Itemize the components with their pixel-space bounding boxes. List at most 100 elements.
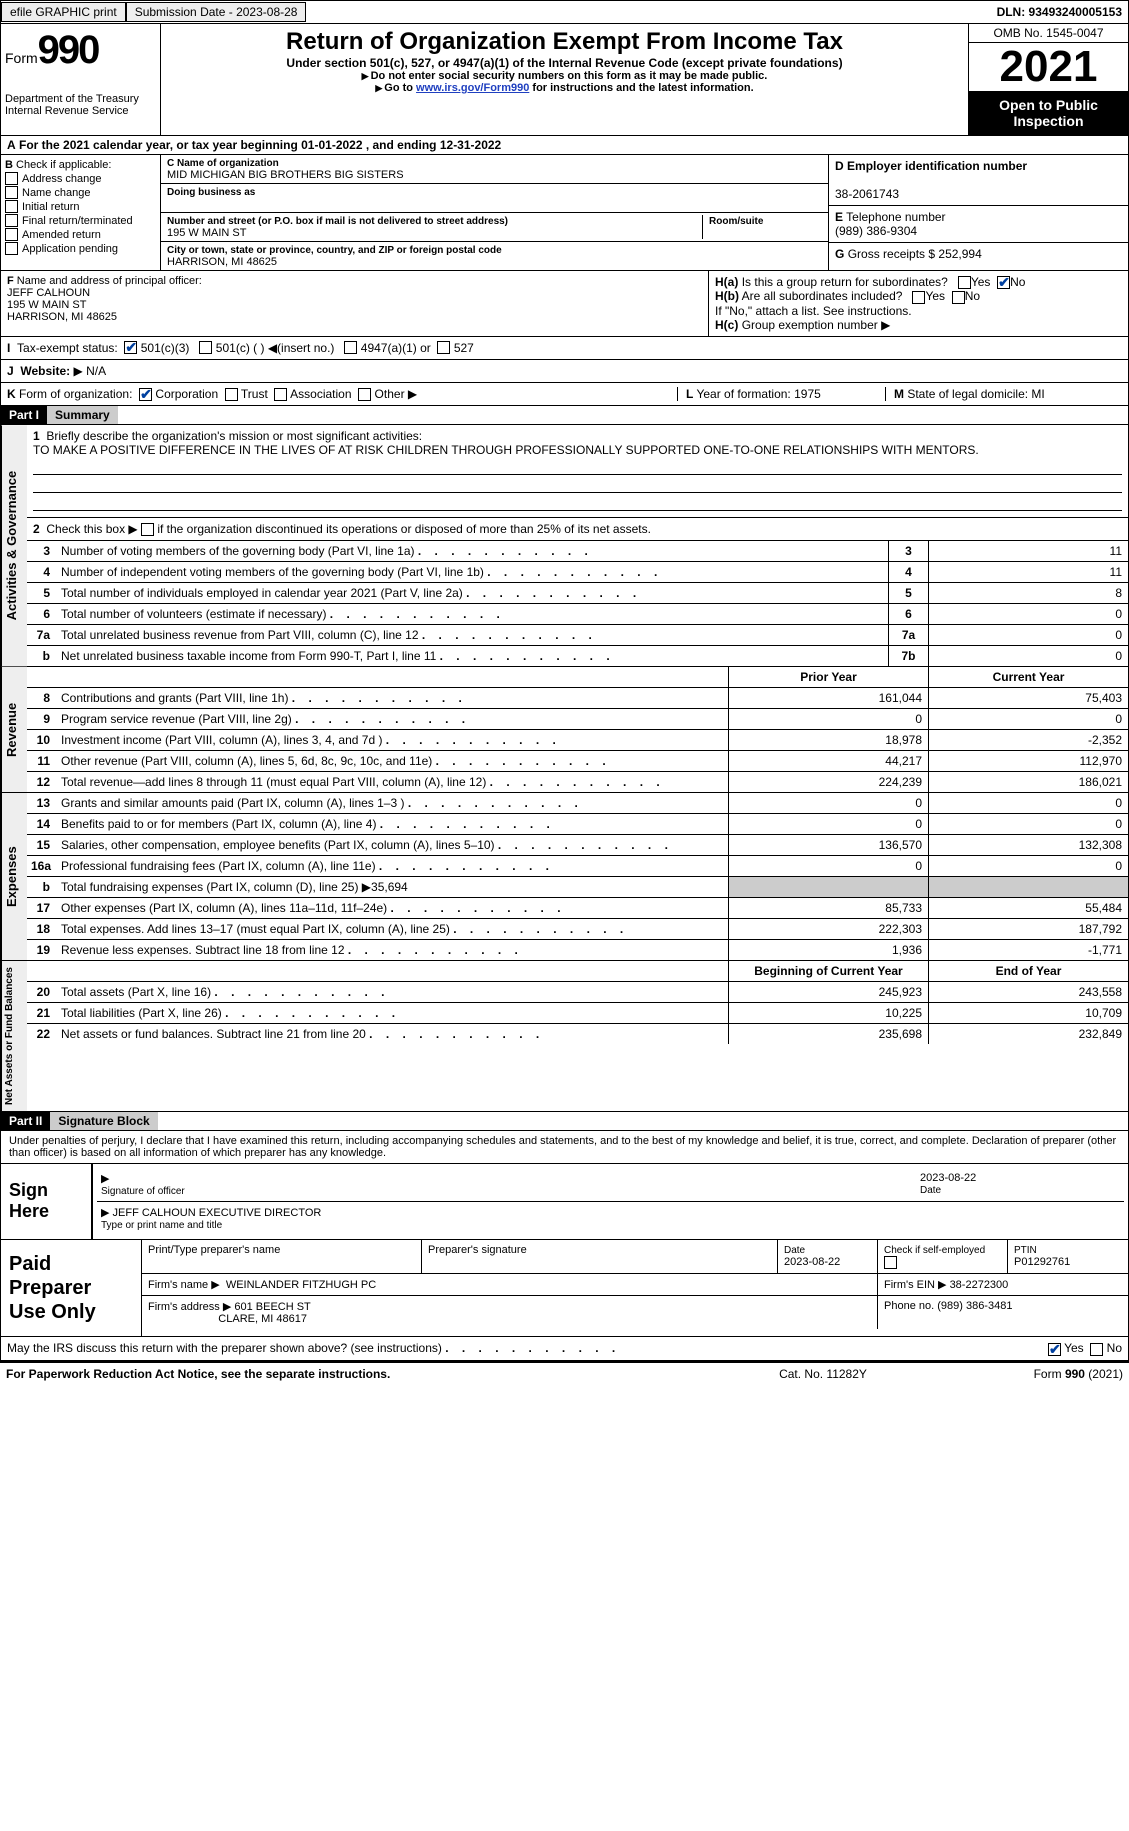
trust-label: Trust [241,387,268,401]
corp-label: Corporation [155,387,218,401]
box-c: C Name of organization MID MICHIGAN BIG … [161,155,828,270]
form-number: 990 [38,28,99,72]
table-row: bTotal fundraising expenses (Part IX, co… [27,877,1128,898]
527-checkbox[interactable] [437,341,450,354]
org-address: 195 W MAIN ST [167,227,246,239]
self-emp-checkbox[interactable] [884,1256,897,1269]
boy-hdr: Beginning of Current Year [728,961,928,981]
hb-text: Are all subordinates included? [742,289,903,303]
form-title: Return of Organization Exempt From Incom… [165,28,964,56]
ha-yes-checkbox[interactable] [958,276,971,289]
4947-label: 4947(a)(1) or [361,341,431,355]
calendar-year-line: A For the 2021 calendar year, or tax yea… [0,136,1129,155]
final-return-checkbox[interactable] [5,214,18,227]
ha-no: No [1010,275,1025,289]
discuss-no-checkbox[interactable] [1090,1343,1103,1356]
letter-i: I [7,341,10,355]
dept-treasury: Department of the Treasury [5,93,156,105]
ein-value: 38-2061743 [835,187,899,201]
header-mid: Return of Organization Exempt From Incom… [161,24,968,135]
tax-exempt-label: Tax-exempt status: [17,341,118,355]
dba-label: Doing business as [167,187,255,198]
firm-phone: (989) 386-3481 [937,1300,1012,1312]
letter-a: A [7,138,16,152]
ein-label: Employer identification number [847,159,1027,173]
other-checkbox[interactable] [358,388,371,401]
prior-year-hdr: Prior Year [728,667,928,687]
name-change-label: Name change [22,187,91,199]
discuss-text: May the IRS discuss this return with the… [7,1341,442,1355]
letter-d: D [835,159,844,173]
4947-checkbox[interactable] [344,341,357,354]
net-tab: Net Assets or Fund Balances [1,961,27,1111]
part2-badge: Part II [1,1112,50,1130]
firm-label: Firm's name ▶ [148,1279,220,1291]
letter-f: F [7,275,14,287]
name-change-checkbox[interactable] [5,186,18,199]
submission-date-button[interactable]: Submission Date - 2023-08-28 [126,2,307,22]
firm-ein-label: Firm's EIN ▶ [884,1279,947,1291]
city-label: City or town, state or province, country… [167,245,502,256]
discontinued-checkbox[interactable] [141,523,154,536]
calendar-year-text: For the 2021 calendar year, or tax year … [19,138,501,152]
letter-l: L [686,387,693,401]
header-right: OMB No. 1545-0047 2021 Open to Public In… [968,24,1128,135]
amended-return-label: Amended return [22,229,101,241]
initial-return-checkbox[interactable] [5,200,18,213]
net-section: Net Assets or Fund Balances Beginning of… [0,961,1129,1112]
tax-year: 2021 [969,43,1128,91]
corp-checkbox[interactable] [139,388,152,401]
tax-exempt-row: I Tax-exempt status: 501(c)(3) 501(c) ( … [0,337,1129,360]
table-row: bNet unrelated business taxable income f… [27,646,1128,666]
line2-post: if the organization discontinued its ope… [157,522,651,536]
exp-section: Expenses 13Grants and similar amounts pa… [0,793,1129,961]
gross-value: 252,994 [938,247,981,261]
527-label: 527 [454,341,474,355]
part2-header-row: Part II Signature Block [0,1112,1129,1131]
net-body: Beginning of Current Year End of Year 20… [27,961,1128,1111]
letter-g: G [835,247,844,261]
box-h: H(a) Is this a group return for subordin… [708,271,1128,336]
amended-return-checkbox[interactable] [5,228,18,241]
hb-no-checkbox[interactable] [952,291,965,304]
table-row: 11Other revenue (Part VIII, column (A), … [27,751,1128,772]
part1-badge: Part I [1,406,47,424]
sig-officer-label: Signature of officer [101,1186,185,1197]
year-form-value: 1975 [794,387,821,401]
501c-checkbox[interactable] [199,341,212,354]
efile-print-button[interactable]: efile GRAPHIC print [1,2,126,22]
firm-addr1: 601 BEECH ST [234,1301,310,1313]
part1-header-row: Part I Summary [0,406,1129,425]
assoc-checkbox[interactable] [274,388,287,401]
curr-year-hdr: Current Year [928,667,1128,687]
part1-title: Summary [47,406,118,424]
app-pending-checkbox[interactable] [5,242,18,255]
org-city: HARRISON, MI 48625 [167,256,277,268]
mission-label: Briefly describe the organization's miss… [46,429,422,443]
hc-text: Group exemption number [742,318,878,332]
table-row: 6Total number of volunteers (estimate if… [27,604,1128,625]
table-row: 21Total liabilities (Part X, line 26)10,… [27,1003,1128,1024]
box-f: F Name and address of principal officer:… [1,271,708,336]
irs-link[interactable]: www.irs.gov/Form990 [416,82,529,94]
firm-addr2: CLARE, MI 48617 [218,1313,307,1325]
discuss-yes-checkbox[interactable] [1048,1343,1061,1356]
officer-label: Name and address of principal officer: [17,275,202,287]
501c3-checkbox[interactable] [124,341,137,354]
trust-checkbox[interactable] [225,388,238,401]
gov-body: 1 Briefly describe the organization's mi… [27,425,1128,666]
org-name: MID MICHIGAN BIG BROTHERS BIG SISTERS [167,169,404,181]
address-change-checkbox[interactable] [5,172,18,185]
letter-m: M [894,387,904,401]
rev-section: Revenue Prior Year Current Year 8Contrib… [0,667,1129,793]
form-org-row: K Form of organization: Corporation Trus… [0,383,1129,406]
tel-value: (989) 386-9304 [835,224,917,238]
rev-tab: Revenue [1,667,27,792]
letter-hb: H(b) [715,289,739,303]
ha-no-checkbox[interactable] [997,276,1010,289]
officer-block: F Name and address of principal officer:… [0,271,1129,337]
discuss-yes: Yes [1064,1341,1084,1355]
hb-yes-checkbox[interactable] [912,291,925,304]
table-row: 14Benefits paid to or for members (Part … [27,814,1128,835]
cat-no: Cat. No. 11282Y [723,1367,923,1381]
